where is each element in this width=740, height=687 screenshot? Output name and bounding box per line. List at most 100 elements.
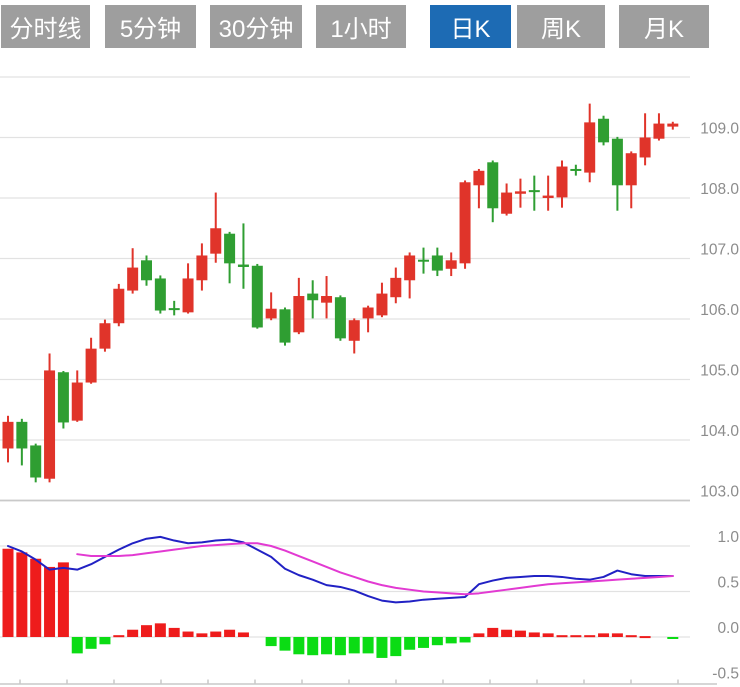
candle-body: [445, 260, 457, 269]
macd-histogram-bar: [487, 627, 499, 637]
candle-body: [348, 320, 360, 341]
macd-histogram-bar: [168, 627, 180, 637]
candle-body: [44, 370, 56, 479]
candle-body: [30, 445, 42, 478]
period-tabbar: 分时线 5分钟 30分钟 1小时 日K 周K 月K: [0, 5, 740, 48]
macd-histogram-bar: [584, 635, 596, 638]
candle-wick: [547, 175, 550, 211]
macd-histogram-bar: [307, 637, 319, 656]
candle-body: [57, 372, 69, 423]
dif-line: [7, 535, 674, 604]
macd-histogram-bar: [473, 633, 485, 637]
candle-body: [598, 118, 610, 143]
tab-daily-k[interactable]: 日K: [430, 5, 511, 48]
candle-body: [99, 323, 111, 349]
candle-body: [625, 153, 637, 186]
macd-histogram-bar: [418, 637, 429, 648]
macd-histogram-bar: [224, 629, 236, 637]
macd-histogram-bar: [334, 637, 346, 656]
candle-body: [85, 348, 97, 383]
macd-histogram-bar: [210, 631, 222, 637]
macd-histogram-bar: [57, 562, 69, 637]
macd-histogram-bar: [639, 636, 651, 639]
price-axis-label: 103.0: [700, 484, 739, 501]
macd-histogram-bar: [141, 625, 152, 637]
price-axis-label: 107.0: [700, 242, 739, 259]
candle-body: [16, 421, 28, 449]
macd-axis-label: 0.0: [717, 620, 739, 637]
macd-histogram-bar: [598, 633, 610, 637]
price-axis-label: 105.0: [700, 363, 739, 380]
macd-histogram-bar: [16, 552, 28, 637]
candle-body: [113, 288, 125, 324]
tab-5min[interactable]: 5分钟: [105, 5, 196, 48]
candle-wick: [367, 305, 370, 333]
candle-wick: [214, 192, 217, 263]
candle-body: [127, 267, 139, 291]
candle-body: [473, 170, 485, 186]
candle-body: [667, 123, 679, 127]
tab-weekly-k[interactable]: 周K: [517, 5, 605, 48]
tab-minute-line[interactable]: 分时线: [1, 5, 90, 48]
dea-line: [76, 542, 674, 596]
macd-histogram-bar: [85, 637, 97, 649]
macd-histogram-bar: [431, 637, 443, 646]
candle-body: [251, 265, 263, 328]
candle-body: [584, 122, 596, 173]
candle-body: [237, 264, 249, 267]
macd-axis-label: 0.5: [717, 575, 739, 592]
chart-area[interactable]: 109.0 108.0 107.0 106.0 105.0 104.0 103.0 1.0 0.…: [0, 60, 740, 687]
candle-body: [182, 278, 194, 313]
candle-wick: [477, 168, 480, 209]
macd-histogram-bar: [459, 637, 471, 643]
macd-histogram-bar: [71, 637, 83, 654]
tab-1hour[interactable]: 1小时: [316, 5, 406, 48]
candle-wick: [173, 300, 176, 316]
candle-body: [639, 137, 651, 158]
macd-histogram-bar: [667, 637, 679, 639]
tab-30min[interactable]: 30分钟: [210, 5, 302, 48]
candle-body: [404, 255, 416, 281]
price-axis-label: 104.0: [700, 423, 739, 440]
candle-body: [611, 138, 623, 186]
macd-histogram-bar: [265, 637, 277, 647]
macd-histogram-bar: [528, 632, 540, 637]
candle-wick: [242, 223, 245, 289]
candle-body: [418, 259, 429, 262]
candle-body: [487, 162, 499, 209]
candle-body: [307, 293, 319, 301]
price-axis-label: 108.0: [700, 181, 739, 198]
candle-body: [224, 233, 236, 264]
price-axis-label: 106.0: [700, 302, 739, 319]
candle-body: [501, 192, 513, 214]
macd-histogram-bar: [196, 633, 208, 637]
candle-body: [514, 191, 526, 194]
candle-body: [570, 168, 582, 171]
kline-macd-svg: 109.0 108.0 107.0 106.0 105.0 104.0 103.0 1.0 0.…: [0, 76, 739, 685]
macd-histogram-bar: [2, 548, 14, 637]
tab-monthly-k[interactable]: 月K: [619, 5, 709, 48]
macd-histogram-bar: [390, 637, 402, 657]
candle-body: [362, 307, 374, 319]
candle-body: [376, 293, 388, 316]
candle-body: [265, 308, 277, 319]
macd-histogram-bar: [542, 633, 554, 637]
macd-histogram-bar: [321, 637, 333, 655]
candle-body: [141, 260, 152, 281]
candle-body: [210, 228, 222, 254]
candle-wick: [533, 175, 536, 211]
candle-body: [196, 255, 208, 281]
macd-histogram-bar: [611, 633, 623, 637]
macd-histogram-bar: [570, 635, 582, 638]
macd-histogram-bar: [237, 632, 249, 637]
candle-body: [71, 382, 83, 421]
macd-axis-label: -0.5: [712, 666, 739, 683]
candle-body: [390, 277, 402, 298]
candle-body: [528, 190, 540, 193]
macd-axis-label: 1.0: [717, 529, 739, 546]
macd-histogram-bar: [293, 637, 305, 655]
candle-body: [154, 278, 166, 311]
candle-body: [168, 308, 180, 311]
macd-histogram-bar: [44, 566, 56, 637]
